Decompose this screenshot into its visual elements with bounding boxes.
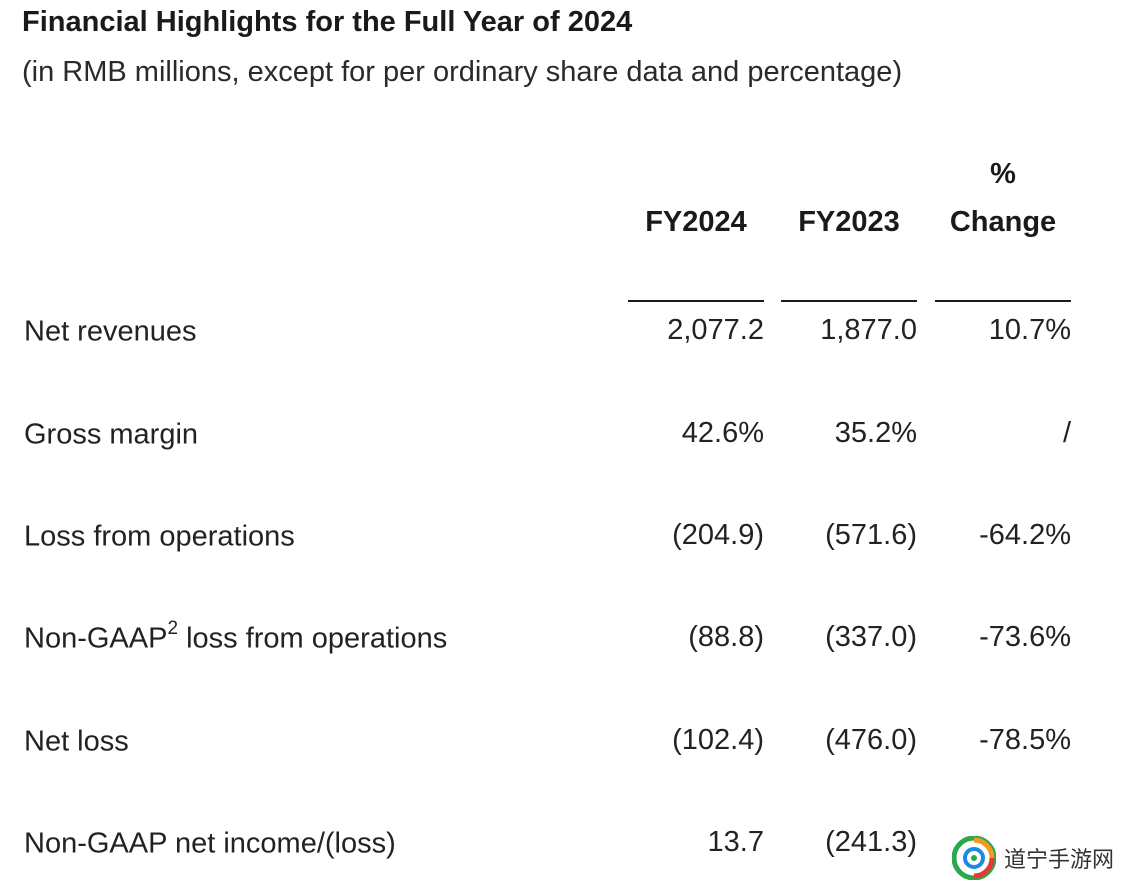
- column-header-change: Change: [949, 206, 1057, 238]
- table-row: Net revenues 2,077.2 1,877.0 10.7%: [0, 314, 1137, 354]
- cell-change: -64.2%: [979, 519, 1071, 551]
- row-label: Non-GAAP net income/(loss): [24, 827, 396, 860]
- header-underline-fy2023: [781, 300, 917, 302]
- table-row: Loss from operations (204.9) (571.6) -64…: [0, 519, 1137, 559]
- column-header-fy2023: FY2023: [798, 206, 900, 238]
- cell-change: -73.6%: [979, 621, 1071, 653]
- watermark: 道宁手游网: [952, 834, 1132, 882]
- cell-fy2023: 35.2%: [834, 417, 917, 449]
- cell-fy2024: (88.8): [688, 621, 764, 653]
- cell-fy2023: (476.0): [825, 724, 917, 756]
- row-label: Net revenues: [24, 315, 197, 348]
- cell-change: /: [1062, 417, 1071, 449]
- header-underline-change: [935, 300, 1071, 302]
- column-header-change-symbol: %: [990, 158, 1016, 190]
- page-subtitle: (in RMB millions, except for per ordinar…: [22, 56, 903, 88]
- cell-fy2023: (337.0): [825, 621, 917, 653]
- column-header-fy2024: FY2024: [645, 206, 747, 238]
- cell-fy2024: (102.4): [672, 724, 764, 756]
- table-row: Non-GAAP net income/(loss) 13.7 (241.3): [0, 826, 1137, 866]
- cell-fy2023: (571.6): [825, 519, 917, 551]
- cell-fy2024: (204.9): [672, 519, 764, 551]
- row-label: Non-GAAP2 loss from operations: [24, 618, 448, 655]
- table-row: Non-GAAP2 loss from operations (88.8) (3…: [0, 618, 1137, 661]
- cell-fy2023: 1,877.0: [820, 314, 917, 346]
- watermark-text: 道宁手游网: [1004, 848, 1115, 873]
- table-row: Net loss (102.4) (476.0) -78.5%: [0, 724, 1137, 764]
- cell-fy2023: (241.3): [825, 826, 917, 858]
- cell-change: 10.7%: [988, 314, 1071, 346]
- swirl-logo-icon: [952, 836, 996, 880]
- page-title: Financial Highlights for the Full Year o…: [22, 6, 633, 38]
- footnote-marker: 2: [167, 618, 179, 639]
- cell-fy2024: 2,077.2: [667, 314, 764, 346]
- header-underline-fy2024: [628, 300, 764, 302]
- cell-fy2024: 42.6%: [681, 417, 764, 449]
- row-label: Gross margin: [24, 418, 199, 451]
- cell-change: -78.5%: [979, 724, 1071, 756]
- row-label: Net loss: [24, 725, 129, 758]
- cell-fy2024: 13.7: [707, 826, 764, 858]
- table-row: Gross margin 42.6% 35.2% /: [0, 417, 1137, 457]
- row-label: Loss from operations: [24, 520, 295, 553]
